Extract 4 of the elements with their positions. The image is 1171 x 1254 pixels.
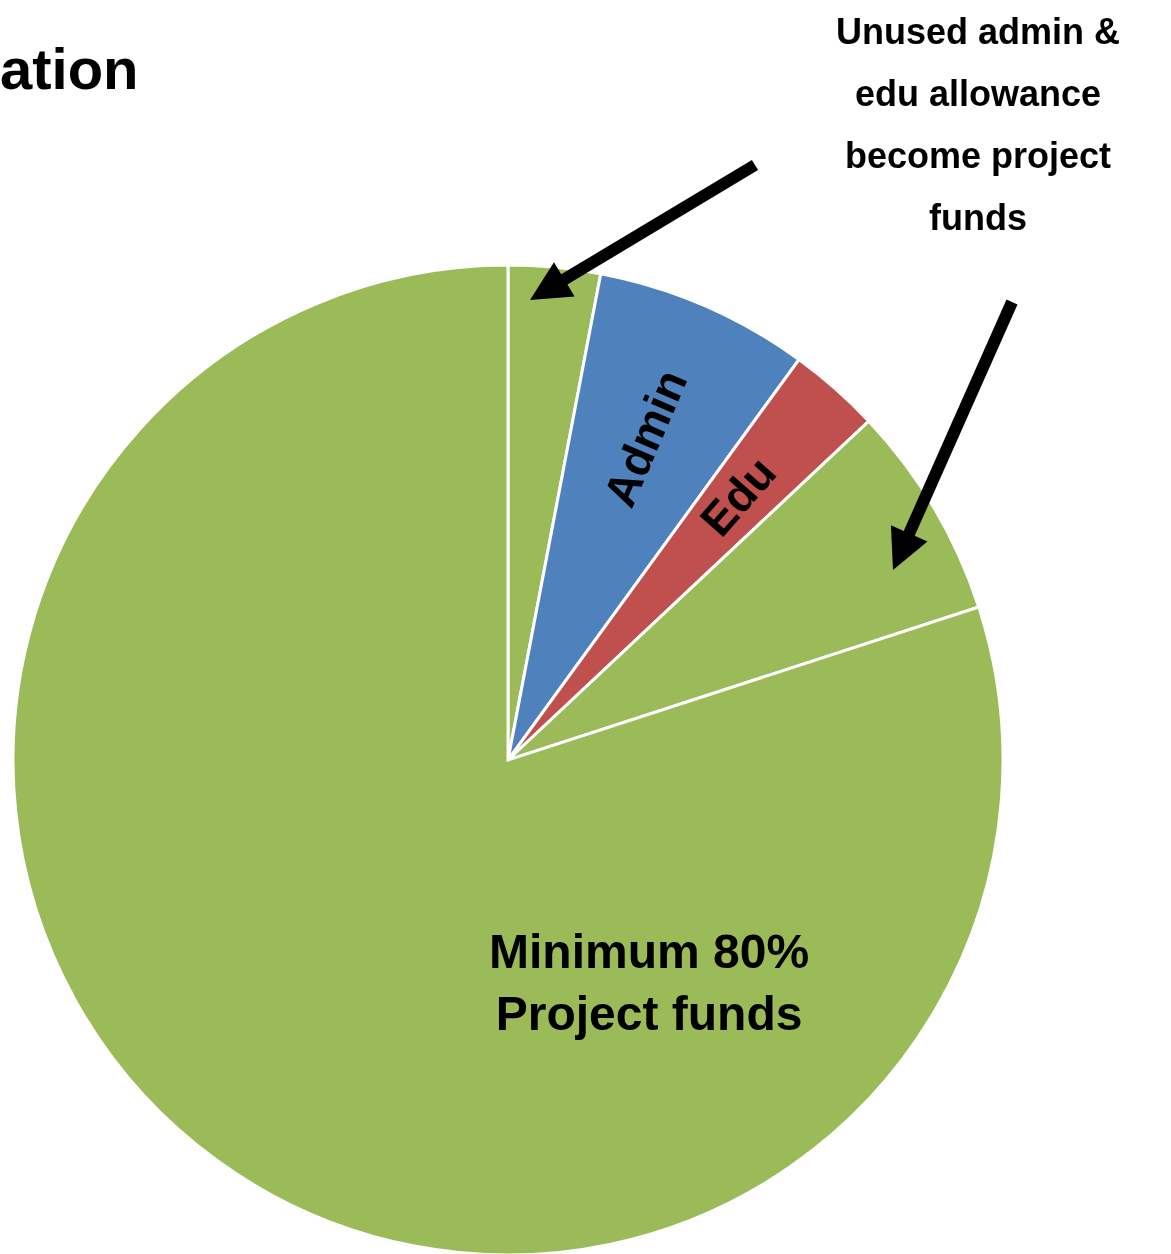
chart-title: ation — [0, 36, 139, 101]
text: Unused admin & edu allowance become project funds — [835, 11, 1121, 238]
slice-label: Edu — [689, 446, 787, 546]
slice-label: Minimum 80% Project funds — [489, 925, 810, 1041]
